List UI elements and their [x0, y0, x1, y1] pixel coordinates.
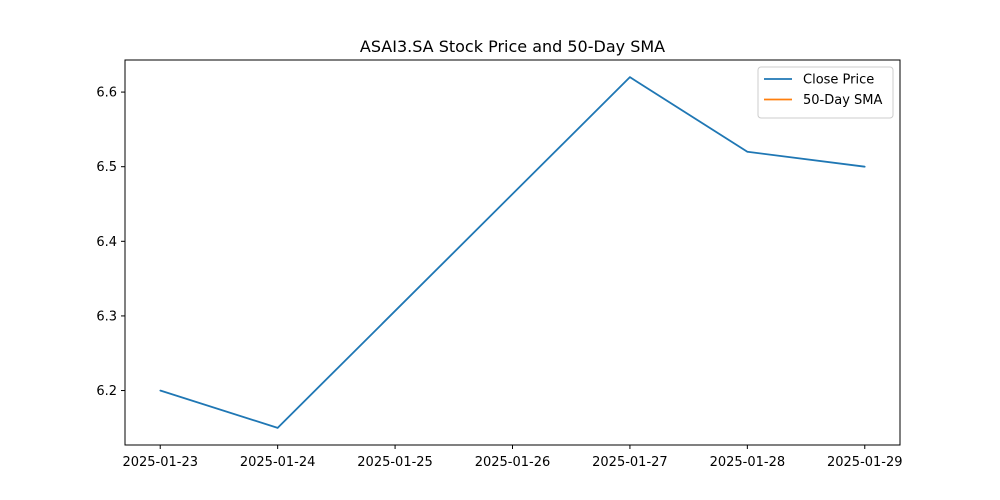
x-tick-label: 2025-01-25 [357, 455, 433, 470]
x-tick-label: 2025-01-28 [710, 455, 786, 470]
x-tick-label: 2025-01-27 [592, 455, 668, 470]
data-point [159, 389, 162, 392]
x-tick-label: 2025-01-29 [827, 455, 903, 470]
legend: Close Price 50-Day SMA [757, 66, 894, 119]
x-tick-label: 2025-01-23 [122, 455, 198, 470]
y-tick-label: 6.2 [96, 384, 117, 399]
legend-label: 50-Day SMA [803, 93, 883, 108]
x-axis: 2025-01-23 2025-01-24 2025-01-25 2025-01-26… [122, 445, 903, 470]
series-layer [159, 76, 866, 429]
legend-label: Close Price [803, 73, 874, 88]
data-point [746, 150, 749, 153]
y-tick-label: 6.5 [96, 160, 117, 175]
data-point [863, 165, 866, 168]
series-line-0 [159, 76, 865, 429]
chart-title: ASAI3.SA Stock Price and 50-Day SMA [360, 37, 665, 56]
x-tick-label: 2025-01-24 [240, 455, 316, 470]
y-axis: 6.2 6.3 6.4 6.5 6.6 [96, 86, 125, 399]
y-tick-label: 6.4 [96, 235, 117, 250]
y-tick-label: 6.6 [96, 86, 117, 101]
data-point [629, 76, 631, 78]
y-tick-label: 6.3 [96, 309, 117, 324]
data-point [276, 427, 279, 429]
x-tick-label: 2025-01-26 [475, 455, 551, 470]
